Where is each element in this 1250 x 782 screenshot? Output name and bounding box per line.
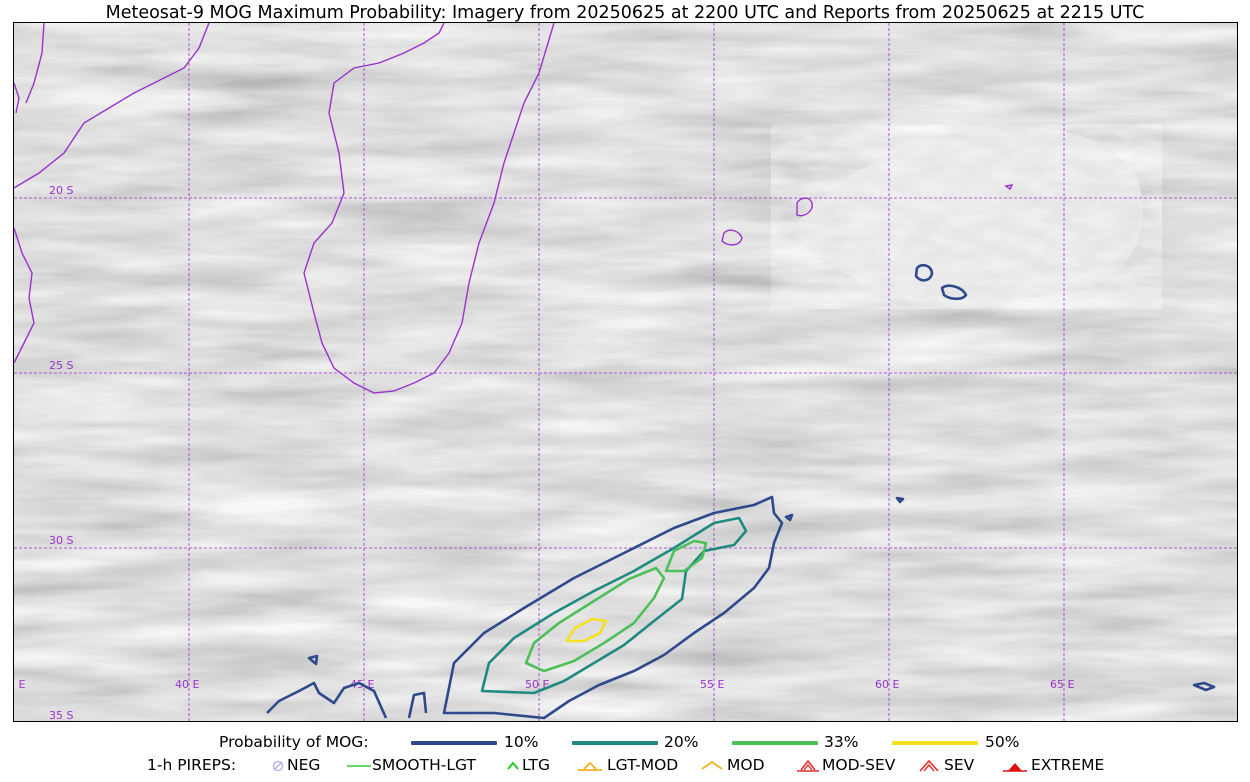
contour-33-north [664,539,708,573]
contour-50-percent [565,617,608,643]
probability-legend-label: Probability of MOG: [219,733,369,751]
cloud-mass-texture [804,140,1130,294]
contour-10-small-d [895,496,905,504]
contour-10-cloud-b [940,284,968,301]
swatch-33-percent [732,741,818,745]
contour-33-main [524,566,666,673]
contour-10-cloud-a [914,263,934,282]
satellite-map[interactable]: 35 E 40 E 45 E 50 E 55 E 60 E 65 E 20 S … [13,22,1238,722]
contour-10-southwest [266,681,388,719]
pireps-legend-label: 1-h PIREPS: [147,756,237,774]
pirep-neg-label: NEG [287,756,321,774]
lon-label-65e: 65 E [1050,678,1074,691]
lon-label-55e: 55 E [700,678,724,691]
contour-20-percent [480,516,748,695]
satellite-cloud-texture [14,23,1237,721]
pirep-ltg-label: LTG [522,756,550,774]
legend-20-percent-label: 20% [664,733,699,751]
contour-33-percent [524,539,708,673]
pirep-sev-label: SEV [944,756,975,774]
coastline-rodrigues [1004,184,1014,191]
smooth-line-icon [347,765,371,767]
mog-contours [266,263,1216,720]
lon-label-50e: 50 E [525,678,549,691]
coastline-africa-west-edge [14,82,20,114]
coastline-africa-south [14,227,35,364]
coastline-reunion [796,197,813,217]
lat-label-30s: 30 S [49,534,73,547]
mod-sev-caret-icon [797,759,819,772]
pirep-smooth-lgt-label: SMOOTH-LGT [372,756,476,774]
legend-10-percent-label: 10% [504,733,539,751]
contour-10-percent [266,263,1216,720]
ltg-caret-icon [507,761,519,770]
pirep-extreme-label: EXTREME [1031,756,1105,774]
coastline-madagascar [303,23,555,394]
extreme-caret-icon [1003,763,1027,772]
lon-label-60e: 60 E [875,678,899,691]
map-canvas: 35 E 40 E 45 E 50 E 55 E 60 E 65 E 20 S … [14,23,1237,722]
legend-33-percent-label: 33% [824,733,859,751]
graticule [14,23,1237,721]
legend-50-percent-label: 50% [985,733,1020,751]
coastline-mozambique [14,23,210,189]
contour-10-small-b [407,691,428,719]
swatch-10-percent [411,741,497,745]
neg-circle-icon [272,760,284,772]
lat-label-35s: 35 S [49,709,73,722]
lgt-mod-caret-icon [578,761,602,771]
swatch-50-percent [892,741,978,745]
coastlines [14,23,1014,394]
sev-caret-icon [919,759,939,772]
contour-20-main [480,516,748,695]
lat-label-25s: 25 S [49,359,73,372]
lon-label-35e: 35 E [14,678,25,691]
coastline-mauritius [721,229,743,246]
contour-10-small-c [784,513,794,522]
pirep-mod-label: MOD [727,756,765,774]
lat-label-20s: 20 S [49,184,73,197]
contour-50-main [565,617,608,643]
contour-10-east-edge [1192,681,1216,692]
swatch-20-percent [572,741,658,745]
contour-10-small-a [307,654,319,666]
pirep-lgt-mod-label: LGT-MOD [607,756,679,774]
map-title: Meteosat-9 MOG Maximum Probability: Imag… [105,3,1145,23]
pirep-mod-sev-label: MOD-SEV [822,756,896,774]
coastline-africa-east [25,23,45,104]
contour-10-main [442,495,784,720]
pireps-legend: 1-h PIREPS: NEG SMOOTH-LGT LTG LGT-MOD M… [0,754,1250,776]
lon-label-40e: 40 E [175,678,199,691]
probability-legend: Probability of MOG: 10% 20% 33% 50% [0,731,1250,753]
mod-caret-icon [701,760,723,770]
